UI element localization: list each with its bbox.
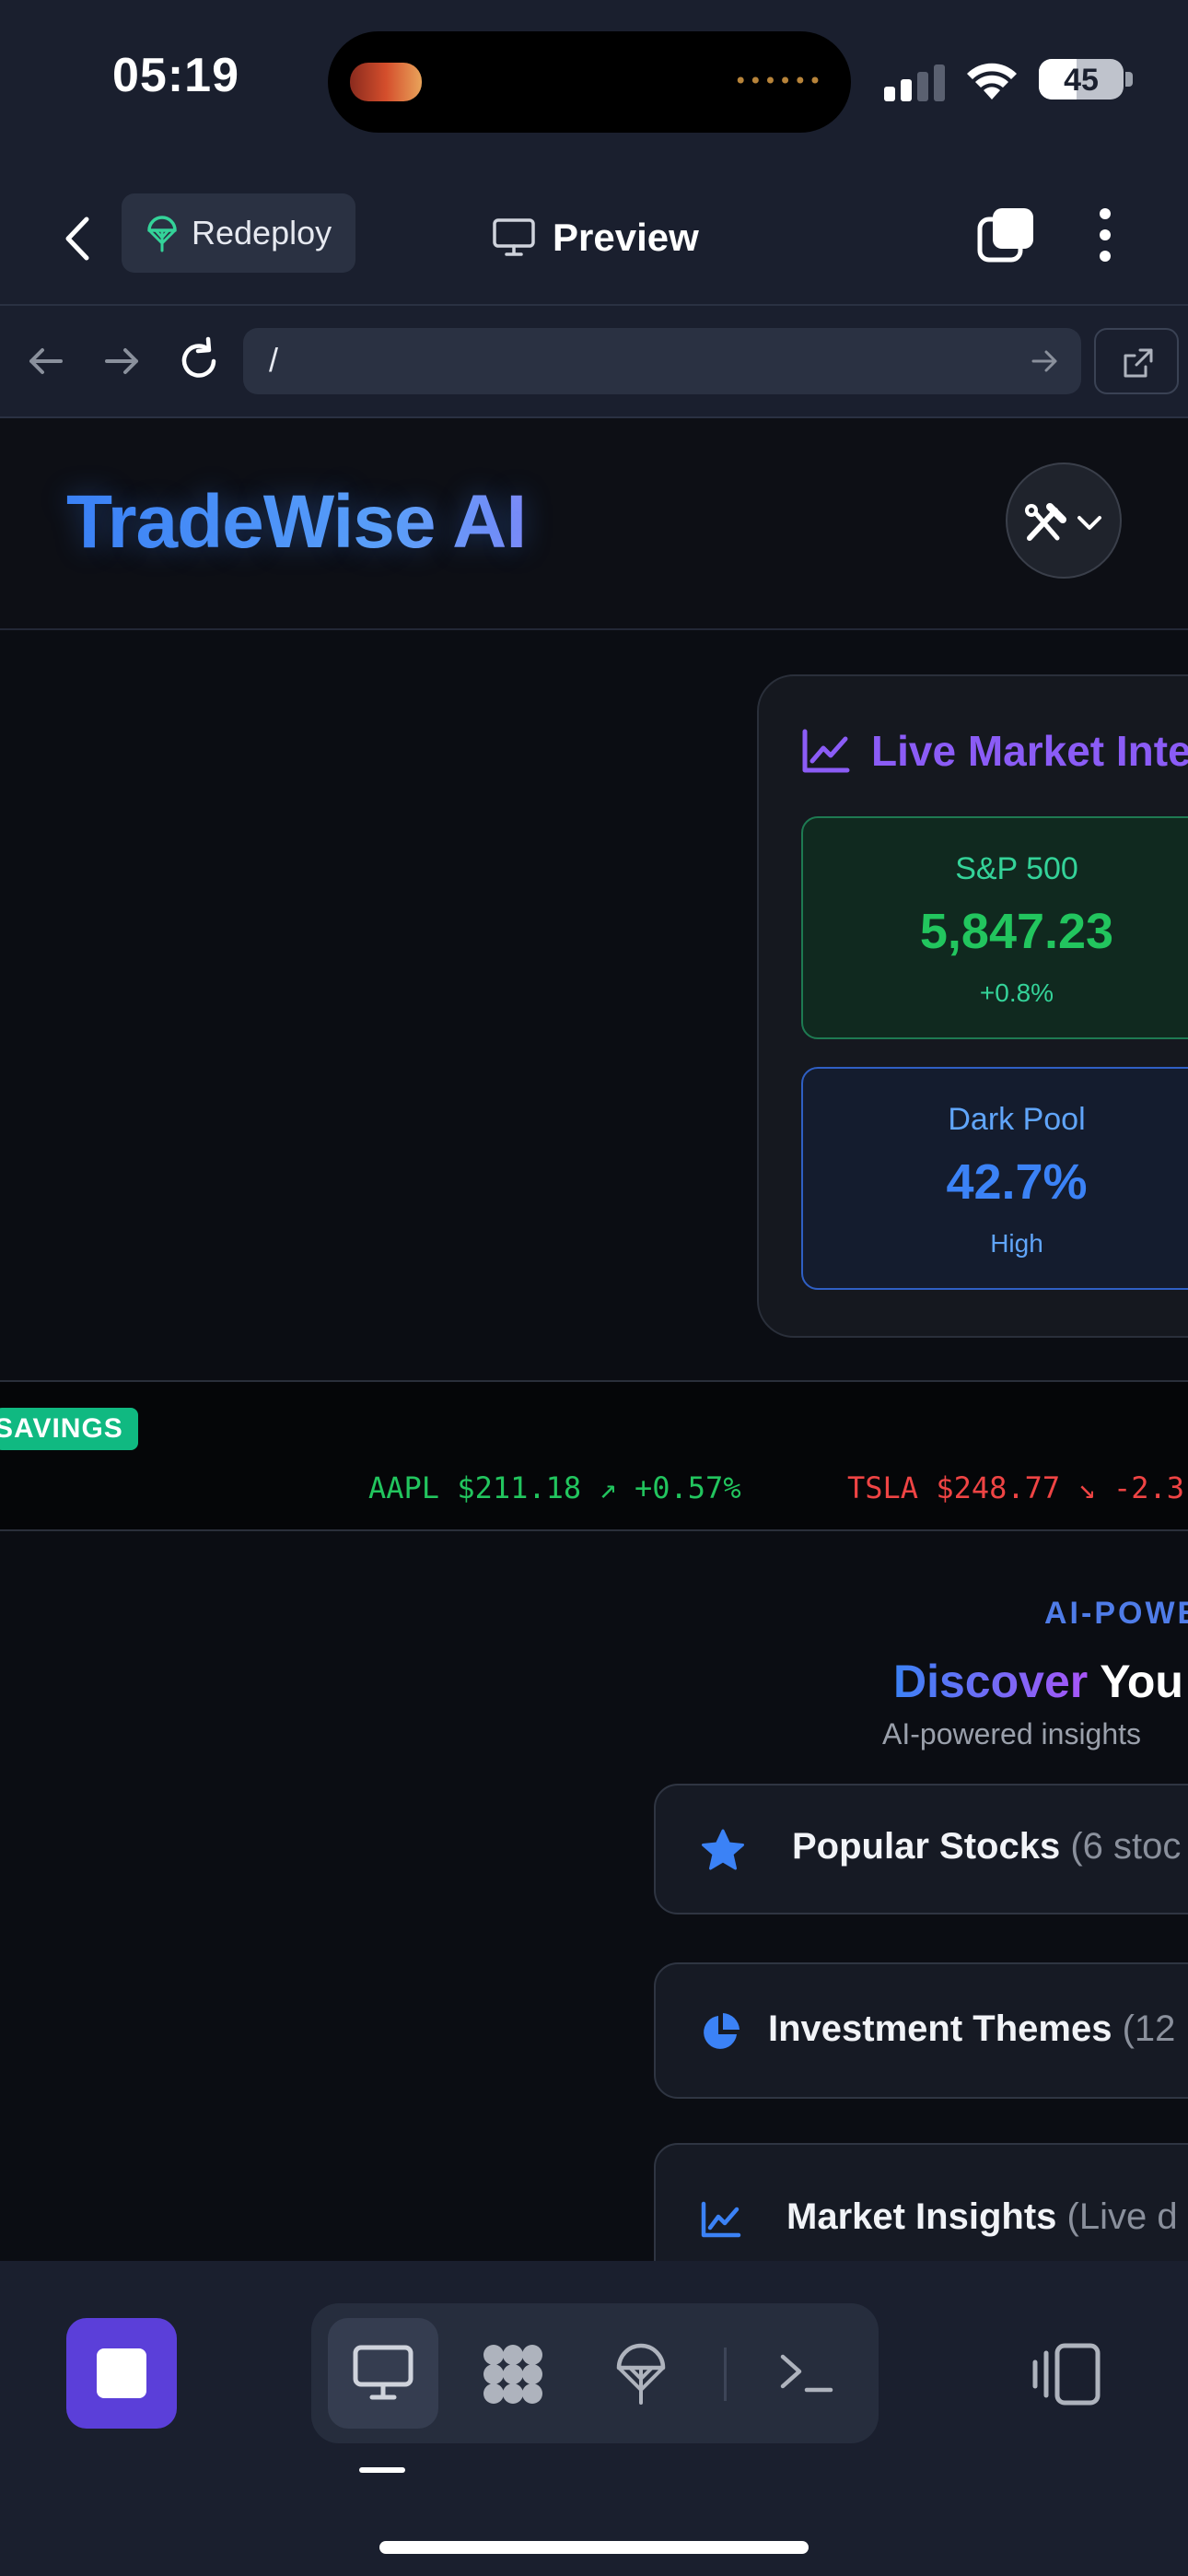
home-indicator — [379, 2541, 809, 2554]
url-input[interactable]: / — [243, 328, 1081, 394]
dark-pool-stat: Dark Pool 42.7% High — [801, 1067, 1188, 1290]
browser-back-icon[interactable] — [18, 334, 74, 389]
preview-view-button[interactable] — [328, 2318, 438, 2429]
app-header: Redeploy Preview — [0, 166, 1188, 304]
stop-icon — [97, 2348, 146, 2398]
dynamic-island: •••••• — [328, 31, 851, 133]
stop-button[interactable] — [66, 2318, 177, 2429]
apps-view-button[interactable] — [457, 2318, 567, 2429]
category-count: (6 stoc — [1070, 1826, 1182, 1867]
site-logo[interactable]: TradeWise AI — [66, 480, 527, 564]
go-arrow-icon[interactable] — [1028, 345, 1061, 378]
sp500-stat: S&P 500 5,847.23 +0.8% — [801, 816, 1188, 1039]
stat-change: +0.8% — [979, 978, 1054, 1007]
market-card-title: Live Market Inte — [871, 727, 1188, 775]
open-external-button[interactable] — [1094, 328, 1179, 394]
stock-ticker: SAVINGS AAPL $211.18 ↗ +0.57% TSLA $248.… — [0, 1380, 1188, 1531]
chevron-down-icon — [1077, 516, 1101, 530]
more-options-icon[interactable] — [1087, 205, 1124, 265]
external-link-icon — [1124, 348, 1153, 378]
deploy-icon — [147, 216, 177, 252]
discover-section: AI-POWE Discover You AI-powered insights… — [0, 1531, 1188, 2261]
tools-icon — [1025, 503, 1066, 541]
terminal-view-button[interactable] — [751, 2318, 862, 2429]
stat-label: Dark Pool — [948, 1102, 1086, 1137]
deploy-icon — [616, 2343, 666, 2405]
category-market-insights[interactable]: Market Insights (Live d — [654, 2143, 1188, 2261]
redeploy-label: Redeploy — [192, 214, 332, 252]
category-label: Market Insights (Live d — [786, 2196, 1178, 2238]
star-icon — [702, 1829, 744, 1870]
battery-cap — [1125, 72, 1133, 87]
ticker-item-tsla: TSLA $248.77 ↘ -2.3 — [847, 1470, 1185, 1505]
bottom-toolbar — [0, 2261, 1188, 2576]
dock-divider — [724, 2348, 727, 2401]
island-activity-dots: •••••• — [734, 68, 823, 94]
stat-label: S&P 500 — [955, 851, 1078, 886]
section-eyebrow: AI-POWE — [1044, 1596, 1188, 1631]
savings-badge[interactable]: SAVINGS — [0, 1408, 138, 1450]
stat-level: High — [990, 1229, 1043, 1258]
category-name: Popular Stocks — [792, 1826, 1061, 1867]
now-playing-app-icon — [350, 63, 422, 101]
category-popular-stocks[interactable]: Popular Stocks (6 stoc — [654, 1784, 1188, 1914]
ticker-item-aapl: AAPL $211.18 ↗ +0.57% — [368, 1470, 741, 1505]
back-chevron-icon[interactable] — [52, 206, 107, 271]
category-name: Investment Themes — [768, 2008, 1112, 2049]
title-rest: You — [1100, 1656, 1183, 1707]
preview-label: Preview — [553, 216, 699, 259]
title-highlight: Discover — [893, 1656, 1089, 1707]
apps-grid-icon — [483, 2345, 542, 2404]
section-title: Discover You — [893, 1655, 1183, 1708]
battery-percentage: 45 — [1064, 63, 1099, 98]
tabs-icon[interactable] — [976, 205, 1037, 265]
monitor-icon — [353, 2345, 413, 2400]
stat-value: 5,847.23 — [919, 904, 1114, 959]
split-view-icon[interactable] — [1031, 2342, 1101, 2406]
category-investment-themes[interactable]: Investment Themes (12 — [654, 1962, 1188, 2099]
stat-value: 42.7% — [946, 1154, 1088, 1210]
category-label: Investment Themes (12 — [768, 2008, 1175, 2050]
category-name: Market Insights — [786, 2196, 1057, 2237]
active-view-indicator — [359, 2467, 405, 2473]
market-intelligence-card: Live Market Inte S&P 500 5,847.23 +0.8% … — [757, 674, 1188, 1338]
category-count: (12 — [1122, 2008, 1176, 2049]
battery-icon: 45 — [1039, 59, 1124, 100]
section-subtitle: AI-powered insights — [882, 1717, 1142, 1751]
status-bar: 05:19 •••••• 45 — [0, 0, 1188, 166]
site-header: TradeWise AI — [0, 418, 1188, 630]
url-text: / — [269, 341, 279, 379]
cellular-signal-icon — [884, 64, 945, 101]
redeploy-button[interactable]: Redeploy — [122, 193, 355, 273]
view-switcher — [311, 2303, 879, 2443]
chart-line-icon — [701, 2201, 741, 2238]
reload-icon[interactable] — [171, 334, 227, 389]
battery-level-fill — [1039, 59, 1077, 100]
browser-forward-icon[interactable] — [94, 334, 149, 389]
wifi-icon — [967, 63, 1017, 100]
category-count: (Live d — [1066, 2196, 1178, 2237]
monitor-icon — [493, 218, 535, 256]
chart-line-icon — [802, 729, 850, 773]
status-time: 05:19 — [112, 49, 239, 102]
pie-chart-icon — [704, 2013, 740, 2049]
deploy-view-button[interactable] — [586, 2318, 696, 2429]
tools-menu-button[interactable] — [1006, 463, 1122, 579]
browser-toolbar: / — [0, 304, 1188, 418]
market-section: Live Market Inte S&P 500 5,847.23 +0.8% … — [0, 632, 1188, 1380]
category-label: Popular Stocks (6 stoc — [792, 1826, 1181, 1868]
terminal-icon — [780, 2354, 833, 2393]
